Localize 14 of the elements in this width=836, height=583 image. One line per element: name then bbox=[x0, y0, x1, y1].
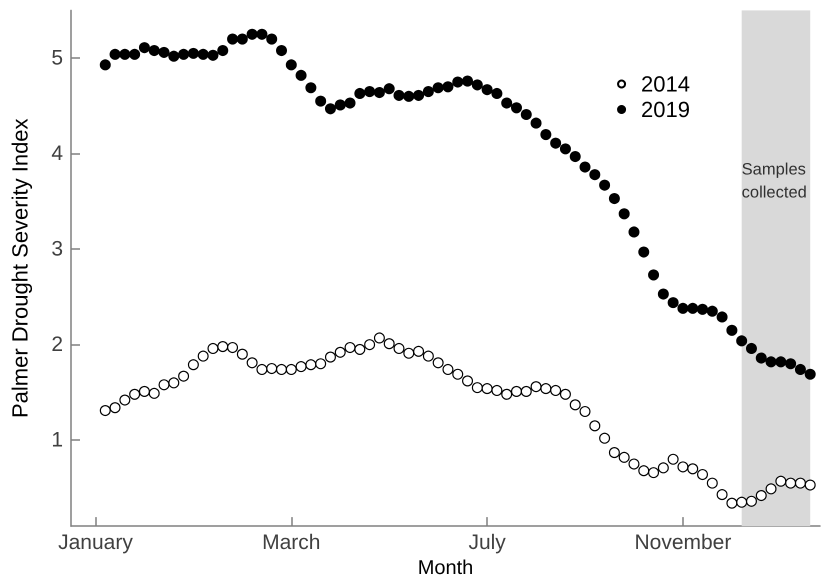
y-tick-label: 2 bbox=[51, 333, 63, 356]
x-axis-title: Month bbox=[418, 557, 474, 579]
y-tick-label: 5 bbox=[51, 46, 63, 70]
y-axis-title: Palmer Drought Severity Index bbox=[8, 118, 32, 418]
legend-label: 2014 bbox=[641, 72, 690, 96]
y-tick-label: 4 bbox=[51, 142, 64, 166]
x-tick-label: March bbox=[262, 531, 320, 554]
x-tick-label: July bbox=[468, 531, 506, 554]
y-tick-label: 1 bbox=[51, 428, 63, 452]
legend-label: 2019 bbox=[641, 97, 690, 122]
x-tick-label: January bbox=[58, 531, 134, 554]
y-tick-label: 3 bbox=[51, 238, 63, 261]
annotation: Samples collected bbox=[742, 160, 810, 202]
x-tick-label: November bbox=[634, 531, 732, 554]
